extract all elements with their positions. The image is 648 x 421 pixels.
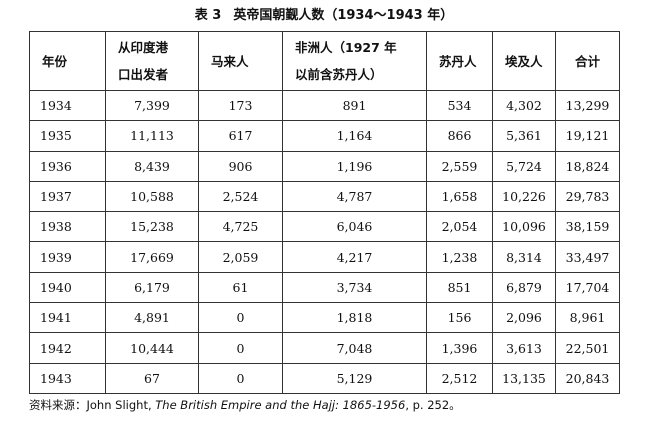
cell-sudanese: 866 [426, 120, 493, 152]
cell-sudanese: 2,054 [426, 211, 493, 243]
cell-malay: 2,059 [198, 241, 283, 273]
table-row: 1940 6,179 61 3,734 851 6,879 17,704 [29, 271, 620, 304]
cell-year: 1937 [29, 180, 106, 213]
header-african: 非洲人（1927 年以前含苏丹人） [282, 31, 427, 91]
table-row: 1939 17,669 2,059 4,217 1,238 8,314 33,4… [29, 241, 620, 273]
table-row: 1935 11,113 617 1,164 866 5,361 19,121 [29, 120, 620, 152]
cell-african: 4,217 [282, 241, 427, 273]
pilgrims-table: 年份 从印度港 口出发者 马来人 非洲人（1927 年以前含苏丹人） 苏丹人 埃及… [29, 31, 620, 394]
table-row: 1942 10,444 0 7,048 1,396 3,613 22,501 [29, 332, 620, 364]
table-year-range: （1934～1943 年） [324, 8, 454, 23]
header-india-ports: 从印度港 口出发者 [105, 31, 199, 91]
table-row: 1934 7,399 173 891 534 4,302 13,299 [29, 89, 620, 122]
cell-egyptian: 10,096 [492, 211, 556, 243]
cell-total: 17,704 [555, 271, 620, 304]
cell-total: 20,843 [555, 362, 620, 394]
cell-malay: 0 [198, 362, 283, 394]
header-total: 合计 [555, 31, 620, 91]
table-caption: 表 3 英帝国朝觐人数（1934～1943 年） [0, 6, 648, 26]
cell-african: 7,048 [282, 332, 427, 364]
table-title: 英帝国朝觐人数 [233, 8, 325, 23]
cell-total: 38,159 [555, 211, 620, 243]
cell-total: 8,961 [555, 302, 620, 334]
cell-sudanese: 851 [426, 271, 493, 304]
table-row: 1943 67 0 5,129 2,512 13,135 20,843 [29, 362, 620, 394]
table-row: 1938 15,238 4,725 6,046 2,054 10,096 38,… [29, 211, 620, 243]
cell-year: 1938 [29, 211, 106, 243]
cell-sudanese: 2,512 [426, 362, 493, 394]
cell-year: 1936 [29, 150, 106, 182]
cell-malay: 2,524 [198, 180, 283, 213]
header-egyptian: 埃及人 [492, 31, 556, 91]
cell-african: 1,196 [282, 150, 427, 182]
header-malay: 马来人 [198, 31, 283, 91]
table-row: 1941 4,891 0 1,818 156 2,096 8,961 [29, 302, 620, 334]
cell-india-ports: 4,891 [105, 302, 199, 334]
source-note: 资料来源：John Slight, The British Empire and… [29, 397, 461, 413]
cell-egyptian: 6,879 [492, 271, 556, 304]
cell-african: 4,787 [282, 180, 427, 213]
cell-egyptian: 3,613 [492, 332, 556, 364]
cell-egyptian: 13,135 [492, 362, 556, 394]
cell-total: 33,497 [555, 241, 620, 273]
cell-year: 1935 [29, 120, 106, 152]
table-row: 1936 8,439 906 1,196 2,559 5,724 18,824 [29, 150, 620, 182]
source-suffix: , p. 252。 [405, 398, 461, 412]
header-sudanese: 苏丹人 [426, 31, 493, 91]
cell-african: 5,129 [282, 362, 427, 394]
cell-egyptian: 5,724 [492, 150, 556, 182]
cell-sudanese: 534 [426, 89, 493, 122]
cell-india-ports: 10,588 [105, 180, 199, 213]
cell-sudanese: 156 [426, 302, 493, 334]
cell-india-ports: 17,669 [105, 241, 199, 273]
cell-sudanese: 2,559 [426, 150, 493, 182]
cell-year: 1939 [29, 241, 106, 273]
cell-sudanese: 1,238 [426, 241, 493, 273]
table-row: 1937 10,588 2,524 4,787 1,658 10,226 29,… [29, 180, 620, 213]
cell-egyptian: 10,226 [492, 180, 556, 213]
cell-india-ports: 7,399 [105, 89, 199, 122]
cell-malay: 4,725 [198, 211, 283, 243]
cell-india-ports: 15,238 [105, 211, 199, 243]
cell-african: 1,164 [282, 120, 427, 152]
cell-african: 1,818 [282, 302, 427, 334]
cell-total: 13,299 [555, 89, 620, 122]
source-book-title: The British Empire and the Hajj: 1865-19… [155, 398, 406, 412]
cell-malay: 61 [198, 271, 283, 304]
header-year: 年份 [29, 31, 106, 91]
cell-total: 29,783 [555, 180, 620, 213]
cell-year: 1934 [29, 89, 106, 122]
cell-india-ports: 11,113 [105, 120, 199, 152]
cell-year: 1940 [29, 271, 106, 304]
cell-total: 22,501 [555, 332, 620, 364]
header-row: 年份 从印度港 口出发者 马来人 非洲人（1927 年以前含苏丹人） 苏丹人 埃及… [29, 31, 620, 91]
cell-egyptian: 4,302 [492, 89, 556, 122]
cell-year: 1942 [29, 332, 106, 364]
cell-african: 3,734 [282, 271, 427, 304]
cell-egyptian: 2,096 [492, 302, 556, 334]
cell-india-ports: 6,179 [105, 271, 199, 304]
cell-african: 891 [282, 89, 427, 122]
cell-india-ports: 8,439 [105, 150, 199, 182]
cell-sudanese: 1,396 [426, 332, 493, 364]
cell-malay: 617 [198, 120, 283, 152]
cell-malay: 173 [198, 89, 283, 122]
cell-year: 1941 [29, 302, 106, 334]
cell-india-ports: 67 [105, 362, 199, 394]
cell-india-ports: 10,444 [105, 332, 199, 364]
cell-african: 6,046 [282, 211, 427, 243]
cell-year: 1943 [29, 362, 106, 394]
source-prefix: 资料来源：John Slight, [29, 398, 156, 412]
cell-malay: 0 [198, 332, 283, 364]
cell-total: 18,824 [555, 150, 620, 182]
table-number: 表 3 [194, 8, 222, 23]
cell-malay: 0 [198, 302, 283, 334]
cell-total: 19,121 [555, 120, 620, 152]
cell-egyptian: 8,314 [492, 241, 556, 273]
cell-malay: 906 [198, 150, 283, 182]
cell-sudanese: 1,658 [426, 180, 493, 213]
cell-egyptian: 5,361 [492, 120, 556, 152]
